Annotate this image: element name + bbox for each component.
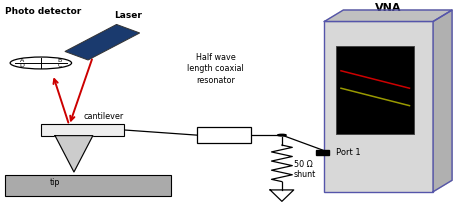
Text: D: D: [19, 63, 24, 68]
Text: Laser: Laser: [114, 11, 142, 20]
Bar: [197, 127, 251, 143]
Text: Port 1: Port 1: [336, 148, 361, 157]
Bar: [5, 175, 171, 196]
Bar: [41, 124, 124, 136]
Text: C: C: [58, 63, 62, 68]
Polygon shape: [433, 10, 452, 192]
Text: cantilever: cantilever: [83, 112, 124, 121]
Text: A: A: [20, 58, 24, 63]
Text: Photo detector: Photo detector: [5, 7, 82, 16]
Ellipse shape: [10, 57, 72, 69]
Polygon shape: [324, 10, 452, 22]
Bar: [336, 46, 414, 134]
Polygon shape: [55, 136, 93, 172]
Text: B: B: [58, 58, 62, 63]
Polygon shape: [65, 24, 140, 60]
Text: tip: tip: [50, 178, 60, 187]
Ellipse shape: [278, 134, 286, 136]
Text: Half wave
length coaxial
resonator: Half wave length coaxial resonator: [187, 53, 244, 85]
Text: 50 Ω
shunt: 50 Ω shunt: [294, 160, 316, 180]
Bar: [316, 150, 329, 155]
Bar: [324, 22, 433, 192]
Text: VNA: VNA: [375, 3, 401, 13]
